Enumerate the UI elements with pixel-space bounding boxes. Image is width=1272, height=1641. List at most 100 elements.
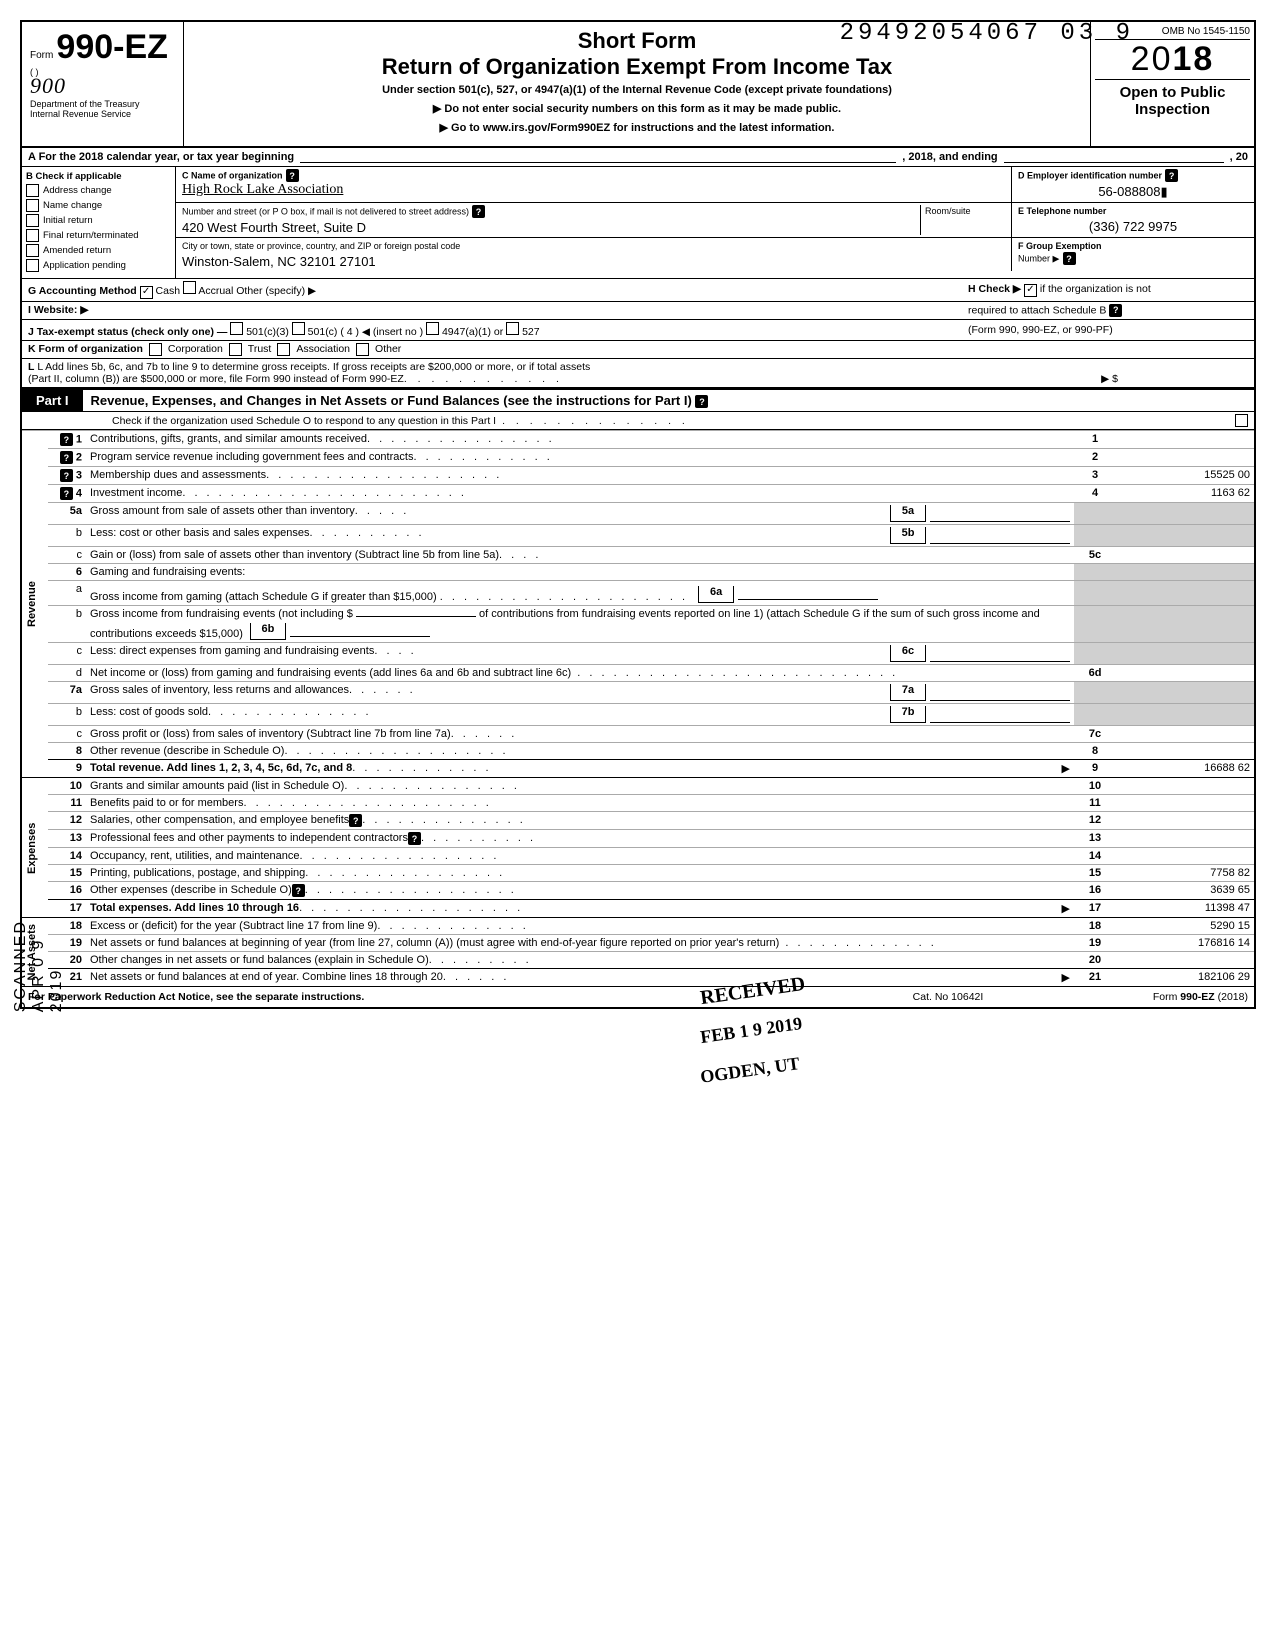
- chk-initial-return[interactable]: [26, 214, 39, 227]
- chk-501c3[interactable]: [230, 322, 243, 335]
- line-9-box: 9: [1074, 760, 1116, 778]
- chk-name-change[interactable]: [26, 199, 39, 212]
- help-icon[interactable]: ?: [286, 169, 299, 182]
- chk-schedule-o[interactable]: [1235, 414, 1248, 427]
- line-6d-desc: Net income or (loss) from gaming and fun…: [90, 667, 571, 679]
- help-icon-l4[interactable]: ?: [60, 487, 73, 500]
- line-18-desc: Excess or (deficit) for the year (Subtra…: [90, 920, 377, 932]
- help-icon-d[interactable]: ?: [1165, 169, 1178, 182]
- line-21-desc: Net assets or fund balances at end of ye…: [90, 971, 443, 984]
- line-14-desc: Occupancy, rent, utilities, and maintena…: [90, 850, 300, 862]
- chk-h[interactable]: ✓: [1024, 284, 1037, 297]
- l-text1: L Add lines 5b, 6c, and 7b to line 9 to …: [37, 361, 590, 373]
- help-icon-h[interactable]: ?: [1109, 304, 1122, 317]
- line-3-amt: 15525 00: [1116, 467, 1254, 485]
- line-6a-ibox: 6a: [698, 586, 734, 603]
- line-6-desc: Gaming and fundraising events:: [86, 564, 1074, 581]
- help-icon-l13[interactable]: ?: [408, 832, 421, 845]
- irs-label: Internal Revenue Service: [30, 109, 175, 119]
- line-7a-ibox: 7a: [890, 684, 926, 701]
- open-public-1: Open to Public: [1095, 84, 1250, 101]
- help-icon-l12[interactable]: ?: [349, 814, 362, 827]
- line-9-num: 9: [48, 760, 86, 778]
- line-7b-desc: Less: cost of goods sold: [90, 706, 208, 723]
- lbl-app-pending: Application pending: [43, 260, 126, 271]
- chk-trust[interactable]: [229, 343, 242, 356]
- line-1-box: 1: [1074, 431, 1116, 449]
- lbl-4947: 4947(a)(1) or: [442, 326, 503, 338]
- lbl-amended: Amended return: [43, 245, 111, 256]
- lbl-corp: Corporation: [168, 343, 223, 355]
- chk-app-pending[interactable]: [26, 259, 39, 272]
- d-label: D Employer identification number: [1018, 171, 1162, 181]
- chk-cash[interactable]: ✓: [140, 286, 153, 299]
- lbl-cash: Cash: [156, 285, 181, 297]
- line-2-amt: [1116, 449, 1254, 467]
- chk-501c[interactable]: [292, 322, 305, 335]
- line-4-desc: Investment income: [90, 487, 182, 499]
- chk-527[interactable]: [506, 322, 519, 335]
- line-19-box: 19: [1074, 935, 1116, 952]
- h-text1: if the organization is not: [1040, 283, 1151, 295]
- g-label: G Accounting Method: [28, 285, 137, 297]
- chk-4947[interactable]: [426, 322, 439, 335]
- lbl-501c3: 501(c)(3): [246, 326, 289, 338]
- help-icon-f[interactable]: ?: [1063, 252, 1076, 265]
- line-5c-num: c: [48, 547, 86, 564]
- line-17-amt: 11398 47: [1116, 900, 1254, 918]
- f-label: F Group Exemption: [1018, 241, 1102, 251]
- street-label: Number and street (or P O box, if mail i…: [182, 207, 469, 217]
- line-5c-desc: Gain or (loss) from sale of assets other…: [90, 549, 499, 561]
- line-3-num: 3: [76, 470, 82, 482]
- part1-badge: Part I: [22, 390, 83, 411]
- line-9-desc: Total revenue. Add lines 1, 2, 3, 4, 5c,…: [90, 762, 352, 775]
- h-text2: required to attach Schedule B: [968, 304, 1106, 316]
- line-6b-desc: Gross income from fundraising events (no…: [90, 608, 353, 620]
- line-14-num: 14: [48, 848, 86, 865]
- form-number: 990-EZ: [56, 28, 168, 66]
- help-icon-street[interactable]: ?: [472, 205, 485, 218]
- line-9-amt: 16688 62: [1116, 760, 1254, 778]
- chk-address-change[interactable]: [26, 184, 39, 197]
- chk-accrual[interactable]: [183, 281, 196, 294]
- j-label: J Tax-exempt status (check only one) —: [28, 326, 227, 338]
- chk-assoc[interactable]: [277, 343, 290, 356]
- line-12-amt: [1116, 812, 1254, 830]
- e-label: E Telephone number: [1018, 206, 1106, 216]
- help-icon-l3[interactable]: ?: [60, 469, 73, 482]
- line-1-desc: Contributions, gifts, grants, and simila…: [90, 433, 367, 445]
- line-5c-box: 5c: [1074, 547, 1116, 564]
- chk-other-org[interactable]: [356, 343, 369, 356]
- row-a-tax-year: A For the 2018 calendar year, or tax yea…: [22, 148, 1254, 167]
- line-5c-amt: [1116, 547, 1254, 564]
- lbl-name-change: Name change: [43, 200, 102, 211]
- line-10-num: 10: [48, 778, 86, 795]
- k-label: K Form of organization: [28, 343, 143, 355]
- phone-value: (336) 722 9975: [1018, 217, 1248, 234]
- form-prefix: Form: [30, 50, 53, 61]
- line-21-amt: 182106 29: [1116, 969, 1254, 987]
- subtitle: Under section 501(c), 527, or 4947(a)(1)…: [194, 84, 1080, 96]
- part1-title: Revenue, Expenses, and Changes in Net As…: [91, 393, 692, 408]
- chk-corp[interactable]: [149, 343, 162, 356]
- line-8-num: 8: [48, 743, 86, 760]
- form-id-box: Form 990-EZ ( ) 900 Department of the Tr…: [22, 22, 184, 146]
- ein-value: 56-088808▮: [1018, 182, 1248, 200]
- line-11-box: 11: [1074, 795, 1116, 812]
- help-icon-part1[interactable]: ?: [695, 395, 708, 408]
- lbl-501c: 501(c) ( 4 ) ◀ (insert no ): [308, 326, 423, 338]
- line-16-desc: Other expenses (describe in Schedule O): [90, 884, 292, 897]
- line-10-desc: Grants and similar amounts paid (list in…: [90, 780, 344, 792]
- row-a-end: , 20: [1230, 151, 1248, 163]
- help-icon-l2[interactable]: ?: [60, 451, 73, 464]
- line-7a-desc: Gross sales of inventory, less returns a…: [90, 684, 349, 701]
- side-expenses: Expenses: [22, 778, 48, 918]
- chk-amended[interactable]: [26, 244, 39, 257]
- line-4-num: 4: [76, 488, 82, 500]
- line-19-amt: 176816 14: [1116, 935, 1254, 952]
- help-icon-l1[interactable]: ?: [60, 433, 73, 446]
- chk-final-return[interactable]: [26, 229, 39, 242]
- help-icon-l16[interactable]: ?: [292, 884, 305, 897]
- part1-check-line: Check if the organization used Schedule …: [112, 415, 496, 427]
- line-11-amt: [1116, 795, 1254, 812]
